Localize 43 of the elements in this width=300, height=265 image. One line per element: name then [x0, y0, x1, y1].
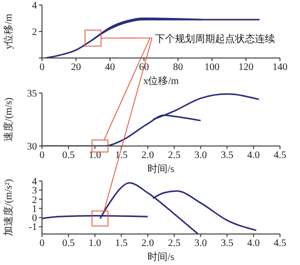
y-tick-label: 4	[32, 176, 37, 188]
y-tick-label: 35	[27, 88, 37, 100]
y-axis-title: 速度/(m/s)	[2, 98, 15, 142]
y-tick-label: 3	[32, 186, 37, 197]
x-tick-label: 40	[105, 62, 115, 74]
y-tick-label: 0	[32, 213, 37, 224]
x-tick-label: 4.5	[274, 150, 286, 162]
y-tick-label: -1	[28, 222, 37, 234]
x-tick-label: 4.0	[247, 238, 260, 250]
y-tick-label: 2	[32, 194, 37, 206]
y-tick-label: 30	[27, 142, 37, 153]
x-tick-label: 0.5	[62, 150, 75, 162]
x-axis-title: 时间/s	[146, 164, 176, 176]
x-tick-label: 3.0	[194, 238, 207, 250]
x-tick-label: 100	[204, 62, 220, 74]
y-axis-title: y位移/m	[2, 14, 15, 50]
x-axis-title: 时间/s	[146, 252, 176, 264]
x-tick-label: 20	[71, 62, 81, 74]
x-tick-label: 4.0	[247, 150, 260, 162]
x-tick-label: 1.5	[115, 238, 128, 250]
x-tick-label: 0	[40, 238, 44, 250]
x-tick-label: 140	[272, 62, 288, 74]
x-tick-label: 1.0	[88, 150, 102, 162]
x-tick-label: 3.0	[194, 150, 207, 162]
x-tick-label: 2.0	[142, 238, 154, 250]
annotation: 下个规划周期起点状态连续	[155, 33, 275, 45]
x-tick-label: 3.5	[220, 238, 234, 250]
x-tick-label: 2.5	[168, 150, 180, 162]
x-tick-label: 2.0	[142, 150, 154, 162]
y-tick-label: 2	[32, 27, 37, 38]
y-axis-title: 加速度/(m/s²)	[2, 179, 15, 236]
x-tick-label: 2.5	[168, 238, 180, 250]
x-axis-title: x位移/m	[142, 76, 180, 88]
x-tick-label: 0	[40, 62, 44, 74]
x-tick-label: 0	[40, 150, 44, 162]
y-tick-label: 1	[32, 204, 37, 215]
x-tick-label: 80	[173, 62, 183, 74]
x-tick-label: 120	[238, 62, 254, 74]
y-tick-label: 4	[32, 0, 37, 12]
x-tick-label: 0.5	[62, 238, 75, 250]
x-tick-label: 1.0	[88, 238, 102, 250]
x-tick-label: 4.5	[274, 238, 286, 250]
x-tick-label: 3.5	[220, 150, 234, 162]
